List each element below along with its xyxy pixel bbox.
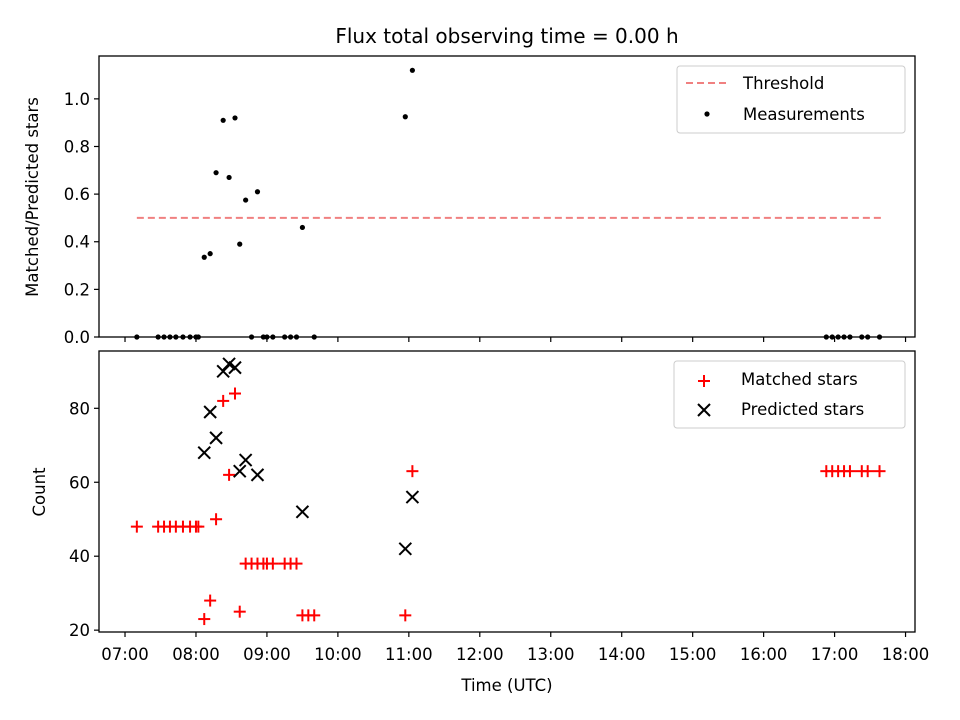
measurement-point: [237, 241, 243, 247]
predicted-star-point: [209, 431, 223, 445]
matched-star-point: [873, 465, 886, 478]
predicted-star-point: [203, 405, 217, 419]
x-tick-label: 08:00: [172, 645, 220, 664]
measurement-point: [213, 170, 219, 176]
matched-star-point: [210, 513, 223, 526]
top-y-axis-label: Matched/Predicted stars: [23, 97, 42, 297]
measurement-point: [226, 174, 232, 181]
top-y-tick-label: 0.8: [64, 137, 90, 156]
matched-star-point: [843, 465, 856, 478]
x-tick-label: 10:00: [314, 645, 362, 664]
matched-star-point: [399, 609, 412, 622]
predicted-star-point: [405, 490, 420, 504]
x-tick-label: 13:00: [527, 645, 575, 664]
threshold-legend-label: Threshold: [742, 74, 824, 93]
predicted-star-point: [222, 357, 236, 371]
bottom-y-tick-label: 40: [69, 547, 90, 566]
x-tick-label: 09:00: [243, 645, 291, 664]
matched-star-point: [308, 609, 321, 622]
bottom-marks: [130, 357, 886, 626]
matched-star-point: [223, 468, 236, 481]
top-y-tick-label: 0.2: [64, 280, 90, 299]
predicted-star-point: [228, 360, 242, 375]
matched-star-point: [290, 557, 303, 570]
bottom-y-tick-label: 60: [69, 473, 90, 492]
top-y-ticks: 0.0 0.2 0.4 0.6 0.8 1.0: [64, 90, 99, 347]
x-tick-label: 18:00: [882, 645, 930, 664]
bottom-y-axis-label: Count: [30, 467, 49, 517]
measurements-legend-label: Measurements: [743, 105, 865, 124]
predicted-legend-label: Predicted stars: [741, 400, 864, 419]
measurements-legend-swatch: [704, 111, 710, 117]
bottom-plot-frame: [98, 350, 916, 633]
top-legend-box: [676, 65, 906, 134]
matched-legend-swatch: [698, 375, 710, 387]
measurement-point: [402, 114, 408, 120]
matched-star-point: [861, 465, 874, 478]
measurement-point: [201, 254, 207, 260]
measurement-point: [299, 224, 306, 231]
bottom-panel: 20 40 60 80 07:00 08:00 09:00 10:00 11:00 12:00 1…: [30, 350, 929, 695]
bottom-legend-box: [673, 360, 906, 429]
top-legend: Threshold Measurements: [676, 65, 906, 134]
top-y-tick-label: 1.0: [64, 90, 90, 109]
measurement-point: [409, 67, 415, 73]
measurement-point: [220, 117, 226, 123]
bottom-legend: Matched stars Predicted stars: [673, 360, 906, 429]
x-tick-label: 17:00: [811, 645, 859, 664]
predicted-star-point: [233, 464, 247, 478]
matched-star-point: [130, 520, 143, 533]
matched-star-point: [192, 520, 205, 533]
x-tick-label: 15:00: [669, 645, 717, 664]
bottom-x-ticks: 07:00 08:00 09:00 10:00 11:00 12:00 13:00 14:00…: [101, 632, 929, 664]
measurement-point: [207, 251, 213, 257]
top-y-tick-label: 0.4: [64, 233, 90, 252]
x-tick-label: 14:00: [598, 645, 646, 664]
top-x-ticks: [124, 337, 907, 342]
x-tick-label: 16:00: [740, 645, 788, 664]
matched-star-point: [266, 557, 279, 570]
predicted-star-point: [250, 468, 265, 482]
bottom-y-tick-label: 20: [69, 621, 90, 640]
matched-legend-label: Matched stars: [741, 370, 858, 389]
x-tick-label: 07:00: [101, 645, 149, 664]
matched-star-point: [229, 387, 241, 400]
matched-star-point: [198, 613, 211, 626]
top-y-tick-label: 0.0: [64, 328, 90, 347]
matched-star-point: [233, 605, 246, 618]
predicted-star-point: [197, 445, 211, 460]
measurement-point: [232, 115, 238, 121]
measurement-point: [243, 197, 249, 203]
bottom-y-tick-label: 80: [69, 399, 90, 418]
bottom-y-ticks: 20 40 60 80: [69, 399, 99, 640]
top-panel: 0.0 0.2 0.4 0.6 0.8 1.0 Matched/Predicted sta…: [23, 55, 916, 347]
predicted-star-point: [295, 505, 310, 519]
top-plot-frame: [98, 55, 916, 338]
predicted-star-point: [238, 453, 253, 467]
top-chart-title: Flux total observing time = 0.00 h: [335, 24, 678, 48]
x-tick-label: 12:00: [456, 645, 504, 664]
predicted-star-point: [216, 364, 230, 379]
matched-star-point: [406, 465, 419, 478]
matched-star-point: [217, 394, 230, 407]
bottom-x-axis-label: Time (UTC): [460, 676, 552, 695]
predicted-legend-swatch: [697, 403, 711, 417]
x-tick-label: 11:00: [385, 645, 433, 664]
top-y-tick-label: 0.6: [64, 185, 90, 204]
predicted-star-point: [398, 542, 413, 556]
measurement-point: [254, 189, 261, 195]
matched-star-point: [204, 594, 217, 607]
